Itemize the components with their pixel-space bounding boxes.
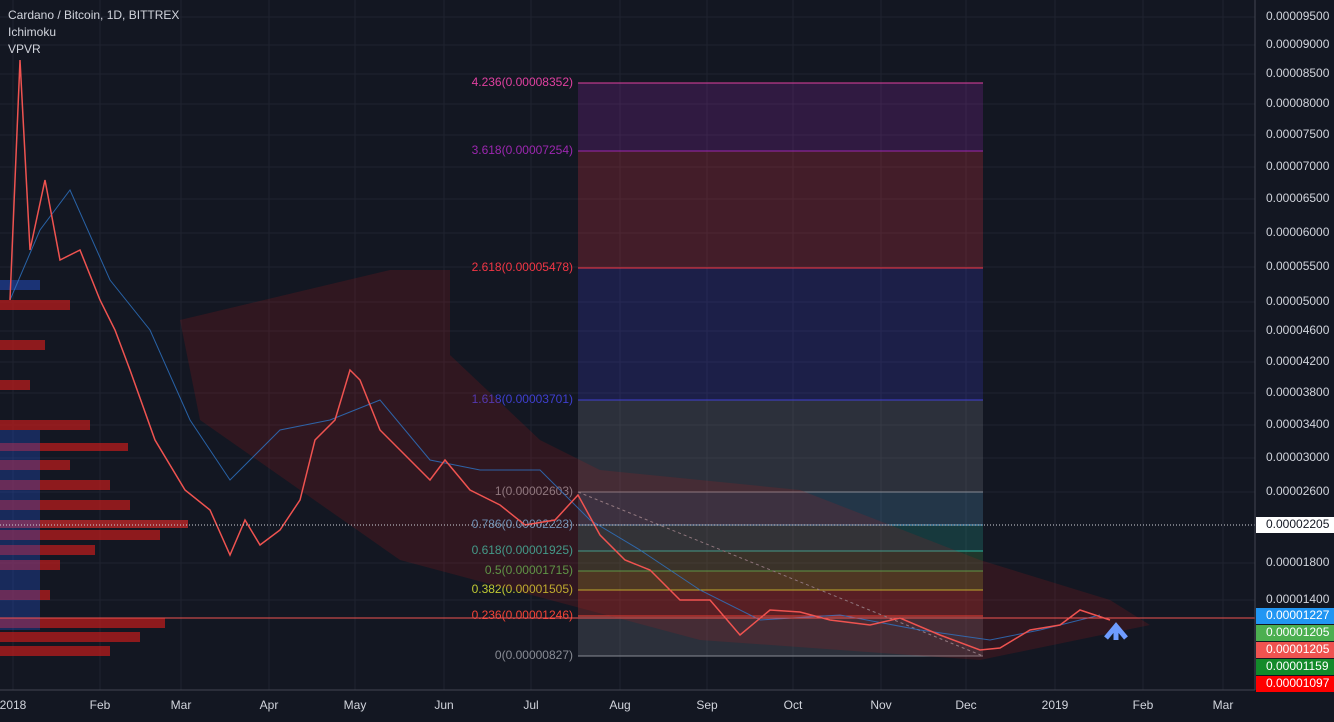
price-tag — [1256, 659, 1334, 675]
price-tag — [1256, 625, 1334, 641]
fib-label: 1.618(0.00003701) — [472, 392, 573, 406]
time-axis-label: Feb — [90, 698, 111, 712]
time-axis-label: Dec — [955, 698, 976, 712]
time-axis-label: Mar — [171, 698, 192, 712]
fib-zone — [578, 151, 983, 268]
time-axis-label: Apr — [260, 698, 279, 712]
fib-label: 1(0.00002603) — [495, 484, 573, 498]
price-axis-label: 0.00005500 — [1266, 259, 1330, 273]
price-axis-label: 0.00004600 — [1266, 323, 1330, 337]
price-tag — [1256, 642, 1334, 658]
volume-profile — [0, 280, 188, 656]
price-line — [9, 59, 1111, 651]
fib-zone — [578, 590, 983, 616]
price-tag — [1256, 676, 1334, 692]
time-axis-label: 2018 — [0, 698, 27, 712]
ichimoku-cloud — [180, 270, 1150, 660]
fib-zone — [578, 83, 983, 151]
price-tag-label: 0.00001205 — [1266, 642, 1330, 656]
time-axis-label: Jun — [434, 698, 453, 712]
fib-label: 3.618(0.00007254) — [472, 143, 573, 157]
fib-label: 0.236(0.00001246) — [472, 608, 573, 622]
price-axis-label: 0.00008500 — [1266, 66, 1330, 80]
indicator-label: VPVR — [8, 42, 41, 56]
price-axis-label: 0.00001400 — [1266, 592, 1330, 606]
symbol-title: Cardano / Bitcoin, 1D, BITTREX — [8, 8, 179, 22]
fib-label: 0.5(0.00001715) — [485, 563, 573, 577]
price-tag-label: 0.00001097 — [1266, 676, 1330, 690]
time-axis-label: May — [344, 698, 367, 712]
price-axis-label: 0.00009500 — [1266, 9, 1330, 23]
price-axis-label: 0.00003800 — [1266, 385, 1330, 399]
time-axis-label: Jul — [523, 698, 538, 712]
price-axis-label: 0.00002600 — [1266, 484, 1330, 498]
price-axis-label: 0.00006000 — [1266, 225, 1330, 239]
price-axis-label: 0.00001800 — [1266, 555, 1330, 569]
price-axis-label: 0.00003400 — [1266, 417, 1330, 431]
price-axis-label: 0.00003000 — [1266, 450, 1330, 464]
price-tag-label: 0.00001205 — [1266, 625, 1330, 639]
arrow-annotation — [1104, 622, 1128, 640]
fib-zone — [578, 525, 983, 551]
price-tag-label: 0.00002205 — [1266, 517, 1330, 531]
price-axis-label: 0.00006500 — [1266, 191, 1330, 205]
price-axis-label: 0.00007500 — [1266, 127, 1330, 141]
price-tag-label: 0.00001159 — [1266, 659, 1329, 673]
price-axis — [1255, 0, 1334, 717]
price-axis-label: 0.00008000 — [1266, 96, 1330, 110]
time-axis-label: Oct — [784, 698, 803, 712]
time-axis-label: Mar — [1213, 698, 1234, 712]
price-axis-label: 0.00007000 — [1266, 159, 1330, 173]
grid — [0, 0, 1255, 690]
time-axis-label: Nov — [870, 698, 891, 712]
fib-label: 4.236(0.00008352) — [472, 75, 573, 89]
fib-zone — [578, 616, 983, 656]
fib-label: 2.618(0.00005478) — [472, 260, 573, 274]
price-tag-label: 0.00001227 — [1266, 608, 1330, 622]
fib-label: 0(0.00000827) — [495, 648, 573, 662]
price-axis-label: 0.00009000 — [1266, 37, 1330, 51]
price-tag — [1256, 517, 1334, 533]
time-axis-label: Aug — [609, 698, 630, 712]
fib-trend — [577, 491, 984, 657]
fib-zone — [578, 268, 983, 400]
price-tag — [1256, 608, 1334, 624]
indicator-label: Ichimoku — [8, 25, 56, 39]
fib-label: 0.618(0.00001925) — [472, 543, 573, 557]
fib-zone — [578, 400, 983, 492]
time-axis-label: Sep — [696, 698, 718, 712]
fib-zone — [578, 551, 983, 571]
fib-label: 0.382(0.00001505) — [472, 582, 573, 596]
price-axis-label: 0.00004200 — [1266, 354, 1330, 368]
price-axis-label: 0.00005000 — [1266, 294, 1330, 308]
time-axis-label: Feb — [1133, 698, 1154, 712]
time-axis-label: 2019 — [1042, 698, 1069, 712]
